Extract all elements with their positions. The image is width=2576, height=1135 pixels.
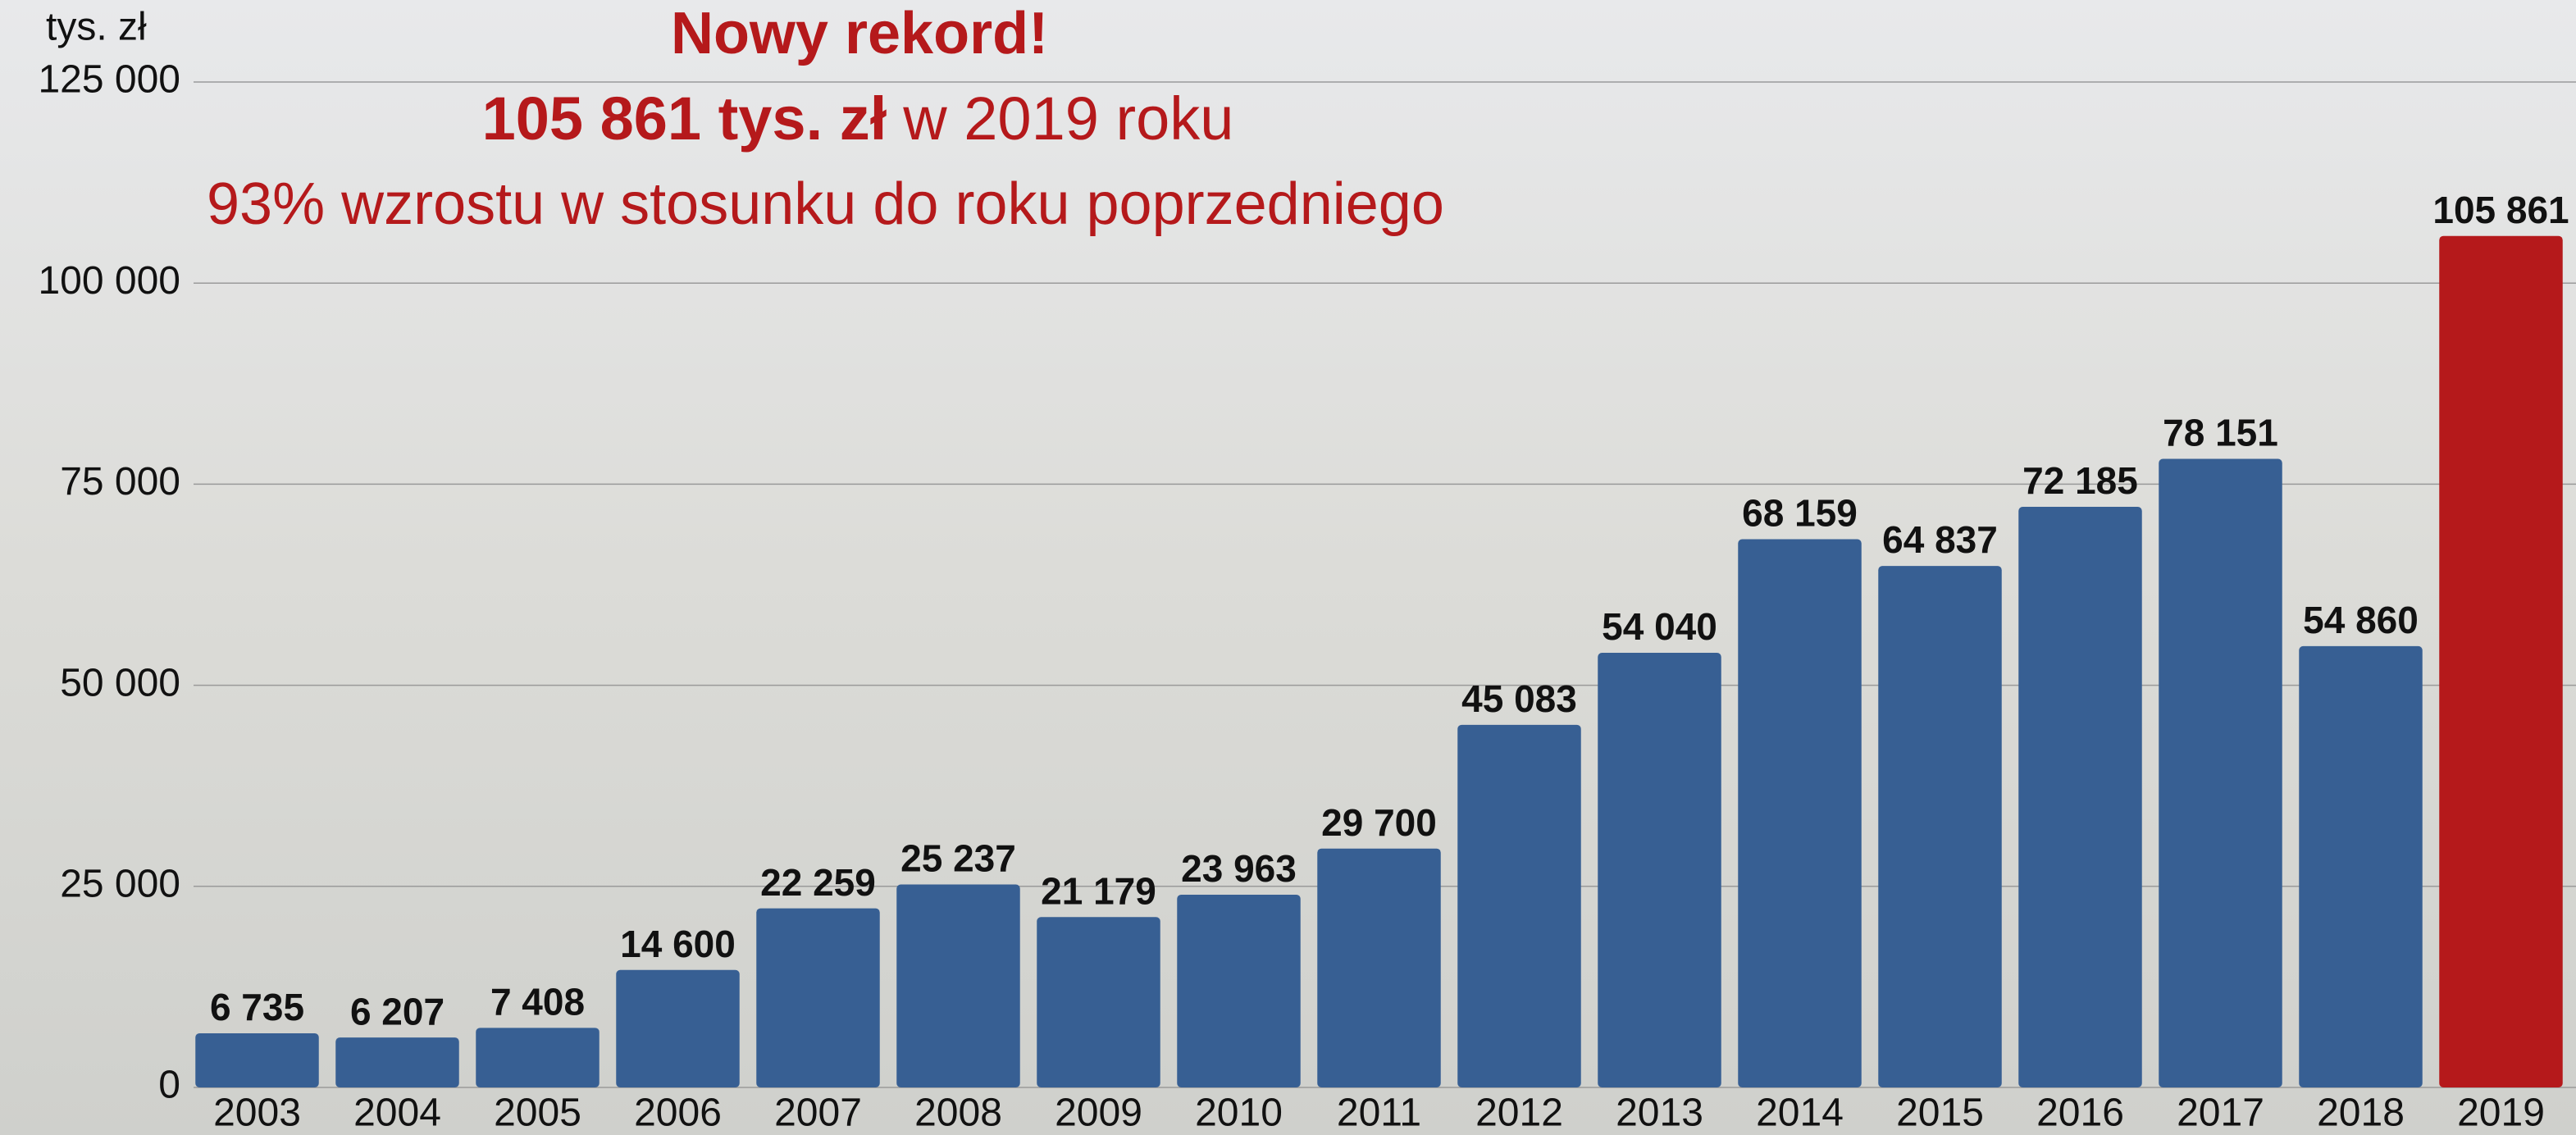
x-tick-label: 2004 [353,1092,441,1135]
bar [1037,917,1160,1087]
x-tick-label: 2011 [1337,1092,1421,1135]
bar [2159,458,2282,1087]
value-label: 72 185 [2022,459,2138,502]
bar [2439,235,2563,1087]
x-tick-label: 2009 [1055,1092,1142,1135]
annotation: 93% wzrostu w stosunku do roku poprzedni… [207,171,1444,237]
annotation: w 2019 roku [902,84,1233,153]
value-label: 22 259 [760,861,876,904]
x-tick-label: 2010 [1195,1092,1283,1135]
bar [1457,724,1581,1087]
bar [476,1028,600,1087]
bar [1878,566,2002,1087]
value-label: 54 860 [2303,599,2419,641]
value-label: 21 179 [1041,869,1156,912]
x-tick-label: 2014 [1756,1092,1844,1135]
value-label: 105 861 [2432,189,2569,231]
value-label: 45 083 [1461,677,1577,720]
y-tick-label: 75 000 [60,460,180,504]
x-tick-label: 2016 [2036,1092,2124,1135]
bar [2018,507,2142,1087]
bar [335,1037,459,1087]
value-label: 7 408 [490,980,585,1023]
x-tick-label: 2007 [774,1092,862,1135]
x-tick-label: 2003 [213,1092,301,1135]
value-label: 25 237 [900,837,1016,880]
bar [616,969,740,1087]
y-tick-label: 0 [158,1064,180,1107]
y-tick-label: 50 000 [60,661,180,704]
x-tick-label: 2012 [1475,1092,1563,1135]
value-label: 29 700 [1321,801,1437,844]
bar [896,884,1020,1087]
bar [1177,894,1301,1087]
value-label: 6 735 [210,986,304,1028]
bar [1317,848,1441,1087]
x-tick-label: 2017 [2177,1092,2264,1135]
y-tick-label: 125 000 [38,58,180,102]
y-tick-label: 100 000 [38,259,180,303]
annotation: 105 861 tys. zł w 2019 roku [482,84,1234,153]
value-label: 54 040 [1602,605,1717,648]
bar [2299,645,2423,1087]
value-label: 23 963 [1181,847,1297,890]
x-tick-label: 2015 [1896,1092,1984,1135]
annotation-bold: 105 861 tys. zł [482,84,887,153]
value-label: 68 159 [1742,492,1858,535]
x-tick-label: 2013 [1616,1092,1703,1135]
value-label: 6 207 [350,990,445,1032]
x-tick-label: 2018 [2317,1092,2405,1135]
value-label: 64 837 [1882,518,1998,561]
bar [1738,539,1862,1087]
annotation: Nowy rekord! [671,1,1048,66]
x-tick-label: 2019 [2457,1092,2545,1135]
y-axis-label: tys. zł [46,6,147,49]
x-tick-label: 2008 [914,1092,1002,1135]
bar [195,1032,319,1087]
value-label: 14 600 [620,923,736,965]
bar [756,908,880,1087]
x-tick-label: 2006 [634,1092,722,1135]
bar [1598,652,1721,1087]
y-tick-label: 25 000 [60,862,180,905]
value-label: 78 151 [2163,412,2278,454]
x-tick-label: 2005 [494,1092,581,1135]
